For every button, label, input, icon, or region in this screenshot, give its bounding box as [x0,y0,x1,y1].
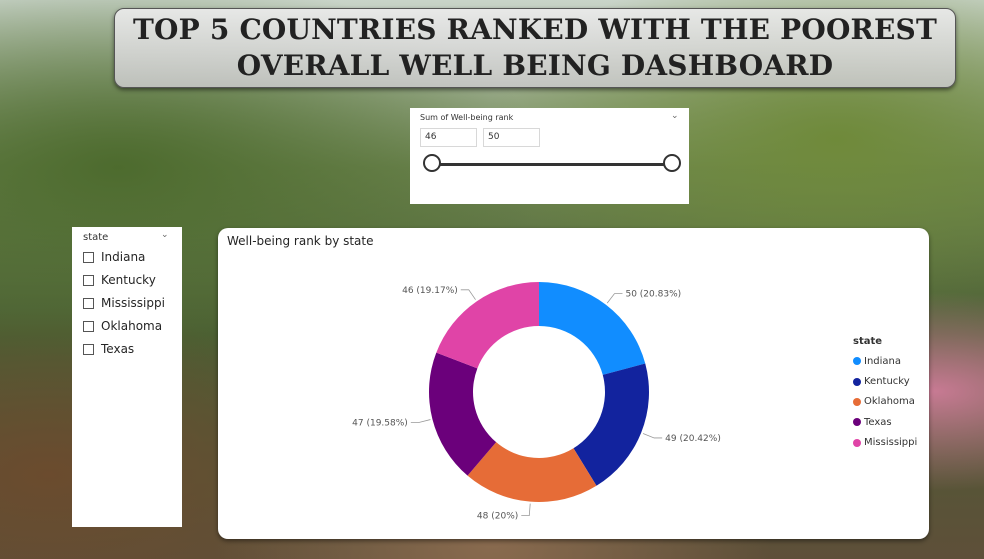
range-min-handle[interactable] [423,154,441,172]
chevron-down-icon[interactable]: ⌄ [161,230,169,240]
chevron-down-icon[interactable]: ⌄ [671,111,679,121]
legend-label: Oklahoma [864,396,915,408]
range-min-input[interactable]: 46 [420,128,477,147]
legend-dot [853,377,861,386]
donut-slice-texas[interactable] [429,352,497,476]
legend-label: Mississippi [864,437,918,449]
donut-slice-oklahoma[interactable] [467,442,597,502]
leader-line [521,503,531,517]
donut-slice-kentucky[interactable] [573,363,649,486]
checkbox-icon[interactable] [83,251,94,263]
legend-dot [853,357,861,366]
data-label-kentucky: 49 (20.42%) [665,434,721,444]
legend-title: state [853,336,883,347]
legend-dot [853,418,861,427]
state-option-texas[interactable]: Texas [83,342,134,356]
state-slicer-header: state [83,232,109,243]
state-option-mississippi[interactable]: Mississippi [83,296,165,310]
chart-title: Well-being rank by state [227,234,374,248]
range-max-handle[interactable] [663,154,681,172]
chart-legend: state Indiana Kentucky Oklahoma Texas Mi… [853,336,917,453]
checkbox-icon[interactable] [83,343,94,355]
state-option-label: Kentucky [101,273,156,287]
data-label-oklahoma: 48 (20%) [477,512,518,522]
legend-label: Texas [864,416,892,428]
data-label-texas: 47 (19.58%) [352,419,408,429]
legend-item-indiana[interactable]: Indiana [853,351,917,371]
donut-chart: 50 (20.83%) 49 (20.42%) 48 (20%) 47 (19.58%… [352,282,721,522]
legend-item-texas[interactable]: Texas [853,412,917,432]
legend-item-mississippi[interactable]: Mississippi [853,433,917,453]
legend-label: Indiana [864,355,902,367]
legend-item-kentucky[interactable]: Kentucky [853,371,917,391]
checkbox-icon[interactable] [83,320,94,332]
dashboard-title: TOP 5 COUNTRIES RANKED WITH THE POOREST … [132,13,938,82]
state-option-kentucky[interactable]: Kentucky [83,273,156,287]
checkbox-icon[interactable] [83,274,94,286]
legend-dot [853,438,861,447]
state-option-label: Indiana [101,250,146,264]
data-label-mississippi: 46 (19.17%) [402,286,458,296]
state-option-label: Oklahoma [101,319,163,333]
state-slicer[interactable]: state ⌄ Indiana Kentucky Mississippi Okl… [72,227,182,527]
leader-line [460,289,476,300]
range-slicer-header: Sum of Well-being rank [420,113,514,122]
checkbox-icon[interactable] [83,297,94,309]
donut-slice-mississippi[interactable] [436,282,539,369]
data-label-indiana: 50 (20.83%) [625,290,681,300]
state-option-label: Mississippi [101,296,165,310]
range-slider-track[interactable] [431,163,673,166]
legend-dot [853,397,861,406]
donut-slice-indiana[interactable] [539,282,646,375]
state-option-oklahoma[interactable]: Oklahoma [83,319,162,333]
state-option-indiana[interactable]: Indiana [83,250,145,264]
leader-line [606,293,623,304]
leader-line [410,419,431,423]
legend-item-oklahoma[interactable]: Oklahoma [853,392,917,412]
donut-chart-card: Well-being rank by state 50 (20.83%) 49 (… [218,228,929,539]
range-max-input[interactable]: 50 [483,128,540,147]
legend-label: Kentucky [864,376,910,388]
well-being-rank-range-slicer[interactable]: Sum of Well-being rank ⌄ 46 50 [410,108,689,204]
state-option-label: Texas [101,342,135,356]
leader-line [642,433,663,439]
dashboard-title-box: TOP 5 COUNTRIES RANKED WITH THE POOREST … [114,8,956,88]
